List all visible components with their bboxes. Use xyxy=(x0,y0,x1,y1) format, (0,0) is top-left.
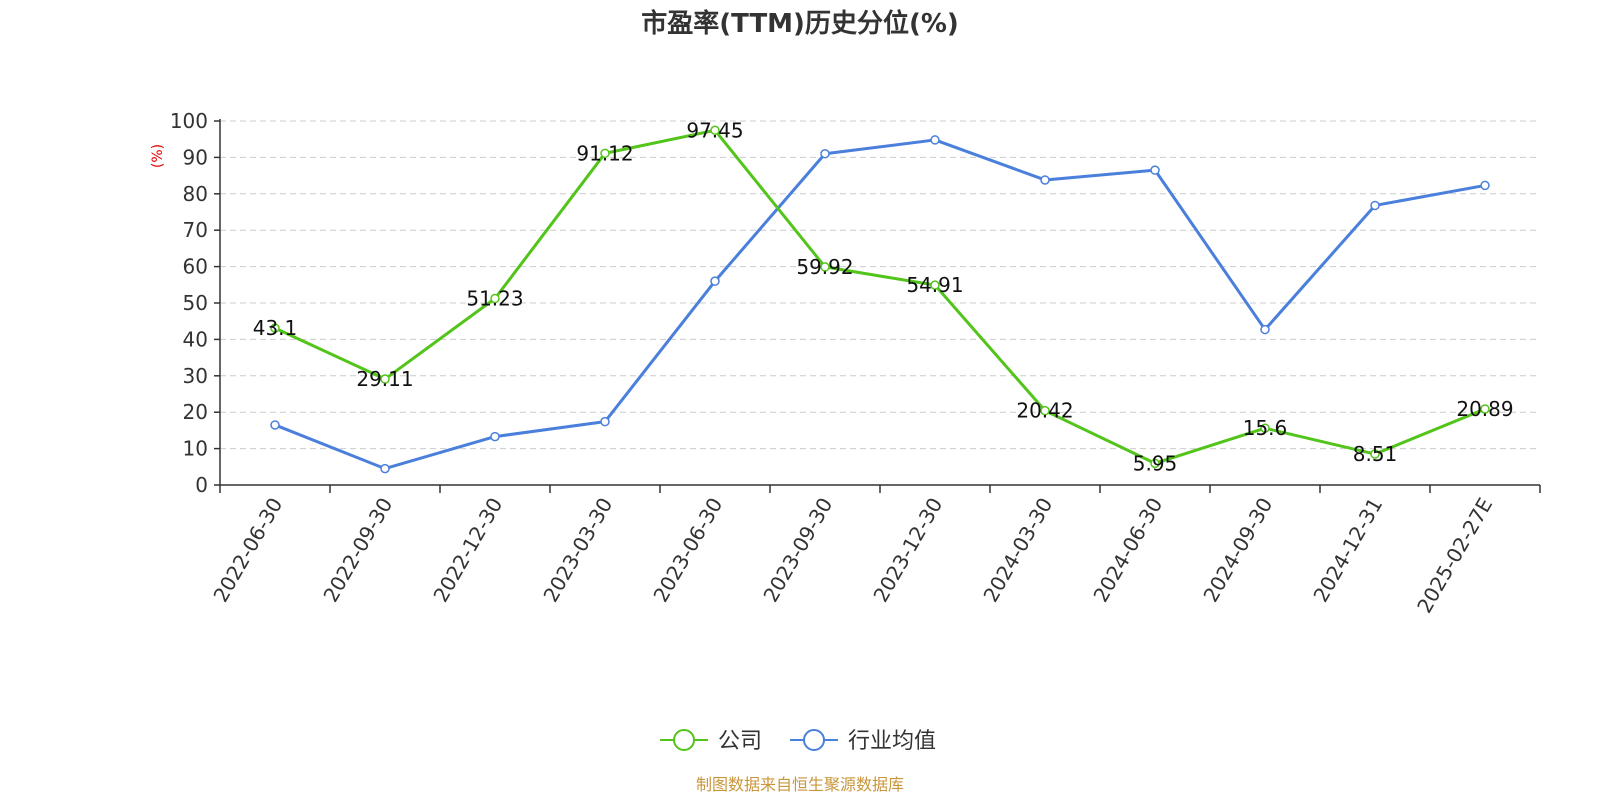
legend-marker-company xyxy=(673,729,695,751)
data-label-company: 59.92 xyxy=(796,255,853,279)
data-label-company: 51.23 xyxy=(466,287,523,311)
data-point-industry-average[interactable] xyxy=(1260,324,1270,335)
x-tick-label: 2023-06-30 xyxy=(648,494,727,607)
data-point-company[interactable] xyxy=(1370,449,1380,459)
data-label-company: 54.91 xyxy=(906,273,963,297)
y-tick-label: 20 xyxy=(183,400,208,424)
data-label-company: 91.12 xyxy=(576,141,633,165)
y-tick-label: 100 xyxy=(170,109,208,133)
data-label-company: 15.6 xyxy=(1243,416,1288,440)
data-label-company: 97.45 xyxy=(686,118,743,142)
data-point-industry-average[interactable] xyxy=(270,420,280,430)
data-point-company[interactable] xyxy=(490,293,500,304)
data-point-industry-average[interactable] xyxy=(930,135,940,145)
data-point-company[interactable] xyxy=(380,374,390,384)
data-point-company[interactable] xyxy=(1040,405,1050,416)
axis-layer: 0 10 20 30 40 50 60 70 80 90 100 2022-06-30 2022-09-… xyxy=(170,109,1541,618)
data-label-company: 43.1 xyxy=(253,316,298,340)
legend: 公司 行业均值 xyxy=(660,729,936,754)
data-label-company: 20.89 xyxy=(1456,397,1513,421)
x-tick-label: 2022-12-30 xyxy=(428,494,507,607)
data-point-industry-average[interactable] xyxy=(380,463,390,474)
x-tick-label: 2022-09-30 xyxy=(318,494,397,607)
data-point-industry-average[interactable] xyxy=(1370,200,1380,211)
chart-title: 市盈率(TTM)历史分位(%) xyxy=(641,8,959,39)
x-tick-label: 2024-06-30 xyxy=(1088,494,1167,607)
x-tick-label: 2023-09-30 xyxy=(758,494,837,607)
y-tick-label: 10 xyxy=(183,437,208,461)
data-label-company: 20.42 xyxy=(1016,399,1073,423)
grid-layer xyxy=(220,120,1540,450)
x-tick-label: 2024-03-30 xyxy=(978,494,1057,607)
series-layer xyxy=(270,125,1490,474)
data-point-industry-average[interactable] xyxy=(710,276,720,286)
data-point-industry-average[interactable] xyxy=(820,149,830,159)
legend-item-industry-average[interactable]: 行业均值 xyxy=(790,729,936,754)
data-point-company[interactable] xyxy=(270,323,280,333)
series-line-company xyxy=(274,128,1486,465)
data-point-company[interactable] xyxy=(820,262,830,272)
data-point-industry-average[interactable] xyxy=(1150,165,1160,175)
data-point-company[interactable] xyxy=(710,125,720,136)
data-point-industry-average[interactable] xyxy=(600,416,610,427)
y-tick-label: 80 xyxy=(183,182,208,206)
data-label-company: 8.51 xyxy=(1353,442,1398,466)
data-point-industry-average[interactable] xyxy=(1040,175,1050,185)
y-tick-label: 40 xyxy=(183,327,208,351)
y-tick-label: 90 xyxy=(183,145,208,169)
legend-label-industry-average: 行业均值 xyxy=(848,729,936,754)
data-point-industry-average[interactable] xyxy=(490,431,500,442)
y-tick-label: 70 xyxy=(183,218,208,242)
data-point-company[interactable] xyxy=(1480,404,1490,414)
x-tick-label: 2023-03-30 xyxy=(538,494,617,607)
legend-item-company[interactable]: 公司 xyxy=(660,729,762,754)
data-label-company: 5.95 xyxy=(1133,451,1178,475)
y-tick-label: 60 xyxy=(183,255,208,279)
x-tick-label: 2022-06-30 xyxy=(208,494,287,607)
data-point-company[interactable] xyxy=(930,280,940,290)
data-point-industry-average[interactable] xyxy=(1480,180,1490,191)
x-tick-label: 2024-09-30 xyxy=(1198,494,1277,607)
legend-marker-industry-average xyxy=(803,729,825,751)
series-line-industry-average xyxy=(274,138,1486,471)
x-tick-label: 2023-12-30 xyxy=(868,494,947,607)
y-tick-label: 50 xyxy=(183,291,208,315)
data-point-company[interactable] xyxy=(1150,458,1160,469)
y-tick-label: 0 xyxy=(195,473,208,497)
y-tick-label: 30 xyxy=(183,364,208,388)
x-tick-label: 2025-02-27E xyxy=(1412,494,1497,618)
data-point-company[interactable] xyxy=(600,148,610,159)
x-tick-label: 2024-12-31 xyxy=(1308,494,1387,607)
y-axis-label: (%) xyxy=(150,144,166,168)
data-label-layer: 43.1 29.11 51.23 91.12 97.45 59.92 54.91 20.42 5… xyxy=(253,118,1514,475)
data-label-company: 29.11 xyxy=(356,367,413,391)
legend-label-company: 公司 xyxy=(718,729,762,754)
source-note: 制图数据来自恒生聚源数据库 xyxy=(696,775,904,794)
data-point-company[interactable] xyxy=(1260,423,1270,433)
